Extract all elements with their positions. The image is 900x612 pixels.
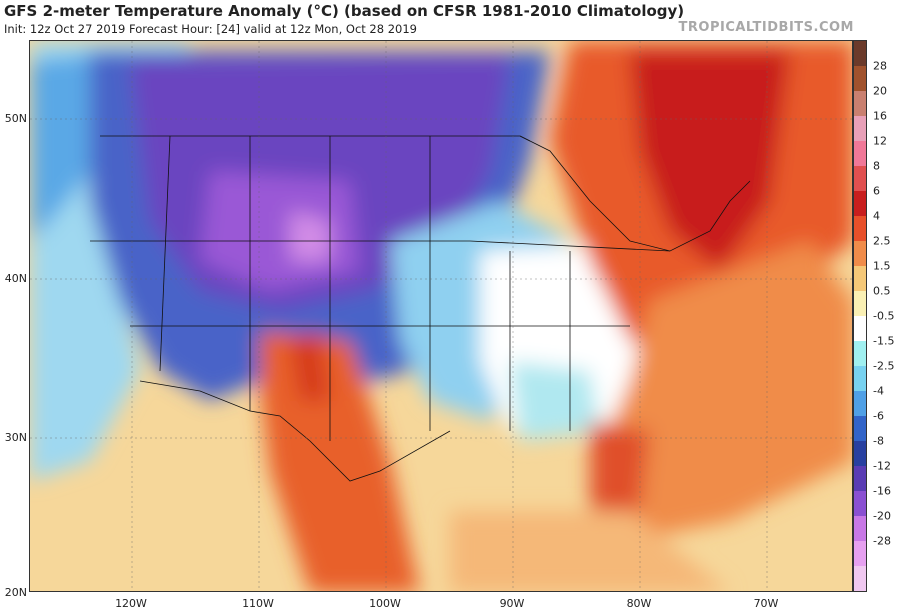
colorbar-segment (854, 91, 866, 116)
quebec-warm-core (630, 51, 790, 271)
lon-label-110w: 110W (242, 597, 274, 610)
colorado-peak-cold (290, 211, 330, 261)
colorbar-label: 20 (873, 84, 887, 98)
colorbar-segment (854, 191, 866, 216)
colorbar-label: -28 (873, 534, 891, 548)
colorbar-segment (854, 216, 866, 241)
colorbar-segment (854, 491, 866, 516)
gulf-coast-slight-cool (510, 361, 600, 441)
atlantic-warm-plume (590, 241, 852, 541)
colorbar-segment (854, 166, 866, 191)
colorbar-segment (854, 441, 866, 466)
lon-label-100w: 100W (369, 597, 401, 610)
map-title: GFS 2-meter Temperature Anomaly (°C) (ba… (4, 2, 685, 20)
colorbar-label: 6 (873, 184, 880, 198)
colorbar-segment (854, 241, 866, 266)
colorbar-segment (854, 141, 866, 166)
lat-label-50n: 50N (4, 112, 27, 125)
colorbar-label: -2.5 (873, 359, 895, 373)
colorbar-segment (854, 466, 866, 491)
colorbar-label: -0.5 (873, 309, 895, 323)
colorbar-segment (854, 391, 866, 416)
map-subtitle: Init: 12z Oct 27 2019 Forecast Hour: [24… (4, 22, 417, 36)
colorbar-label: -12 (873, 459, 891, 473)
us-mexico-border (139, 380, 451, 482)
colorbar-segment (854, 541, 866, 566)
colorbar-segment (854, 341, 866, 366)
florida-warm (590, 421, 650, 511)
colorbar-label: -8 (873, 434, 884, 448)
lat-label-40n: 40N (4, 272, 27, 285)
graticule (30, 41, 852, 591)
colorbar-label: -6 (873, 409, 884, 423)
colorbar-segment (854, 516, 866, 541)
lon-label-70w: 70W (753, 597, 779, 610)
colorbar-label: -16 (873, 484, 891, 498)
colorbar-label: 4 (873, 209, 880, 223)
political-borders (90, 135, 751, 482)
state-line-west (159, 135, 171, 372)
caribbean-warm (450, 511, 728, 591)
lat-label-30n: 30N (4, 431, 27, 444)
colorbar (853, 40, 867, 592)
colorbar-label: 1.5 (873, 259, 891, 273)
lon-label-90w: 90W (499, 597, 525, 610)
colorbar-label: 8 (873, 159, 880, 173)
temperature-anomaly-map (29, 40, 853, 592)
source-watermark: TROPICALTIDBITS.COM (678, 20, 854, 35)
colorbar-segment (854, 291, 866, 316)
colorbar-label: 2.5 (873, 234, 891, 248)
new-mexico-warm-core (290, 331, 330, 401)
colorbar-segment (854, 41, 866, 66)
great-lakes-border (519, 135, 751, 252)
colorbar-segment (854, 416, 866, 441)
colorbar-label: 12 (873, 134, 887, 148)
colorbar-segment (854, 66, 866, 91)
colorbar-segment (854, 566, 866, 591)
map-canvas (30, 41, 852, 591)
colorbar-segment (854, 366, 866, 391)
lon-label-120w: 120W (115, 597, 147, 610)
state-line-row3 (469, 240, 671, 252)
lon-label-80w: 80W (626, 597, 652, 610)
colorbar-label: -20 (873, 509, 891, 523)
colorbar-label: 0.5 (873, 284, 891, 298)
colorbar-segment (854, 116, 866, 141)
lat-label-20n: 20N (4, 586, 27, 599)
colorbar-label: -1.5 (873, 334, 895, 348)
colorbar-label: -4 (873, 384, 884, 398)
colorbar-segment (854, 266, 866, 291)
colorbar-segment (854, 316, 866, 341)
colorbar-label: 28 (873, 59, 887, 73)
colorbar-label: 16 (873, 109, 887, 123)
